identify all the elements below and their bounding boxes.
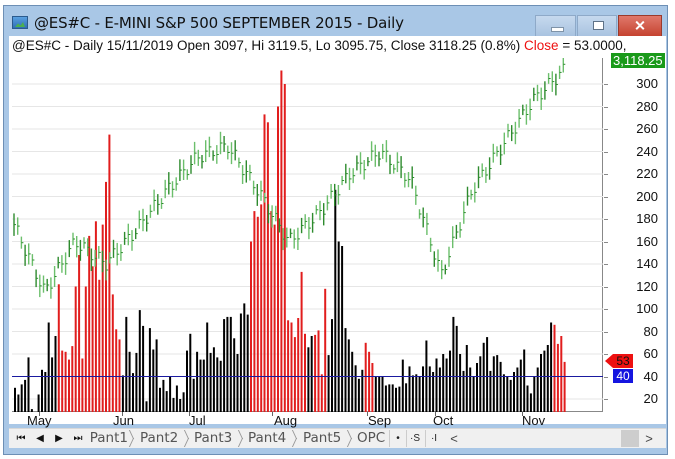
horizontal-scroll-thumb[interactable] (621, 430, 639, 447)
month-label: Nov (522, 413, 546, 428)
scroll-right-button[interactable]: > (645, 431, 653, 446)
indicator-value: = 53.0000, (558, 38, 627, 53)
scale-tick-label: 220 (636, 166, 658, 181)
window-title: @ES#C - E-MINI S&P 500 SEPTEMBER 2015 - … (34, 14, 404, 32)
month-tick (272, 412, 273, 416)
scale-tick-label: 300 (636, 76, 658, 91)
tab-separator (291, 430, 299, 447)
month-label: Jul (189, 413, 206, 428)
scale-tick-label: 260 (636, 121, 658, 136)
tab-pant1[interactable]: Pant1 (89, 430, 128, 446)
scale-tick-mark (604, 219, 608, 220)
tab-pant5[interactable]: Pant5 (303, 430, 342, 446)
month-label: Jun (113, 413, 134, 428)
price-volume-plot (12, 58, 603, 412)
month-label: Oct (433, 413, 454, 428)
last-price-badge: 3,118.25 (611, 53, 665, 68)
current-value-badge: 53 (605, 354, 633, 368)
month-label: Sep (368, 413, 392, 428)
tab-separator (183, 430, 191, 447)
chart-app-icon (12, 16, 28, 29)
last-page-button[interactable]: ⏭ (73, 433, 83, 444)
scale-tick-label: 80 (643, 323, 658, 339)
s-button[interactable]: ·S (406, 430, 423, 447)
scale-tick-label: 140 (636, 256, 658, 271)
time-axis: May Jun Jul Aug Sep Oct Nov (12, 412, 603, 428)
average-value-badge: 40 (613, 369, 633, 383)
i-button[interactable]: ·I (425, 430, 442, 447)
month-label: Aug (274, 413, 298, 428)
month-tick (122, 412, 123, 416)
close-button[interactable]: ✕ (618, 15, 662, 37)
tab-separator (237, 430, 245, 447)
next-page-button[interactable]: ▶ (55, 433, 63, 444)
scale-tick-label: 240 (636, 143, 658, 159)
scale-tick-mark (604, 331, 608, 333)
tab-opc[interactable]: OPC (357, 430, 386, 446)
month-tick (522, 412, 523, 416)
scale-tick-mark (604, 286, 608, 288)
tab-separator (346, 430, 354, 447)
scale-tick-mark (604, 129, 608, 130)
scale-tick-mark (604, 264, 608, 265)
close-icon: ✕ (634, 17, 646, 34)
scale-tick-label: 100 (636, 301, 658, 316)
scale-tick-mark (604, 106, 608, 108)
bottom-tab-bar: ⏮ ◀ ▶ ⏭ Pant1 Pant2 Pant3 Pant4 Pant5 OP… (9, 428, 666, 448)
scale-tick-mark (604, 196, 608, 198)
minimize-button[interactable] (535, 15, 576, 37)
dot-button[interactable]: • (389, 430, 406, 447)
tab-pant4[interactable]: Pant4 (248, 430, 287, 446)
tab-pant3[interactable]: Pant3 (194, 430, 233, 446)
month-tick (367, 412, 368, 416)
tab-pant2[interactable]: Pant2 (140, 430, 179, 446)
chart-info-bar: @ES#C - Daily 15/11/2019 Open 3097, Hi 3… (12, 38, 627, 53)
maximize-button[interactable] (577, 15, 617, 37)
scale-tick-label: 20 (643, 391, 658, 406)
scale-tick-mark (604, 241, 608, 243)
scale-tick-label: 120 (636, 278, 658, 294)
first-page-button[interactable]: ⏮ (16, 433, 26, 444)
title-bar[interactable]: @ES#C - E-MINI S&P 500 SEPTEMBER 2015 - … (4, 6, 667, 37)
value-scale[interactable]: 300 280 260 240 220 200 180 160 140 120 100 80 60 40 2… (604, 58, 662, 412)
scale-tick-label: 280 (636, 98, 658, 114)
tab-separator (128, 430, 136, 447)
scale-tick-mark (604, 174, 608, 175)
average-line (12, 376, 603, 377)
month-tick (189, 412, 190, 416)
scale-tick-label: 40 (643, 368, 658, 384)
ohlc-info: @ES#C - Daily 15/11/2019 Open 3097, Hi 3… (12, 38, 521, 53)
month-label: May (27, 413, 52, 428)
month-tick (39, 412, 40, 416)
month-tick (435, 412, 436, 416)
previous-page-button[interactable]: ◀ (36, 433, 44, 444)
scale-tick-label: 60 (643, 346, 658, 361)
scale-tick-mark (604, 399, 608, 400)
scale-tick-label: 200 (636, 188, 658, 204)
maximize-icon (593, 21, 604, 30)
scale-tick-label: 180 (636, 211, 658, 226)
scale-tick-mark (604, 84, 608, 85)
scale-tick-mark (604, 309, 608, 310)
scale-tick-mark (604, 151, 608, 153)
scale-tick-mark (604, 376, 608, 378)
scale-tick-label: 160 (636, 233, 658, 249)
scroll-left-button[interactable]: < (450, 431, 458, 446)
plot-area[interactable] (12, 58, 603, 412)
indicator-label: Close (524, 38, 559, 53)
minimize-icon (551, 27, 564, 32)
